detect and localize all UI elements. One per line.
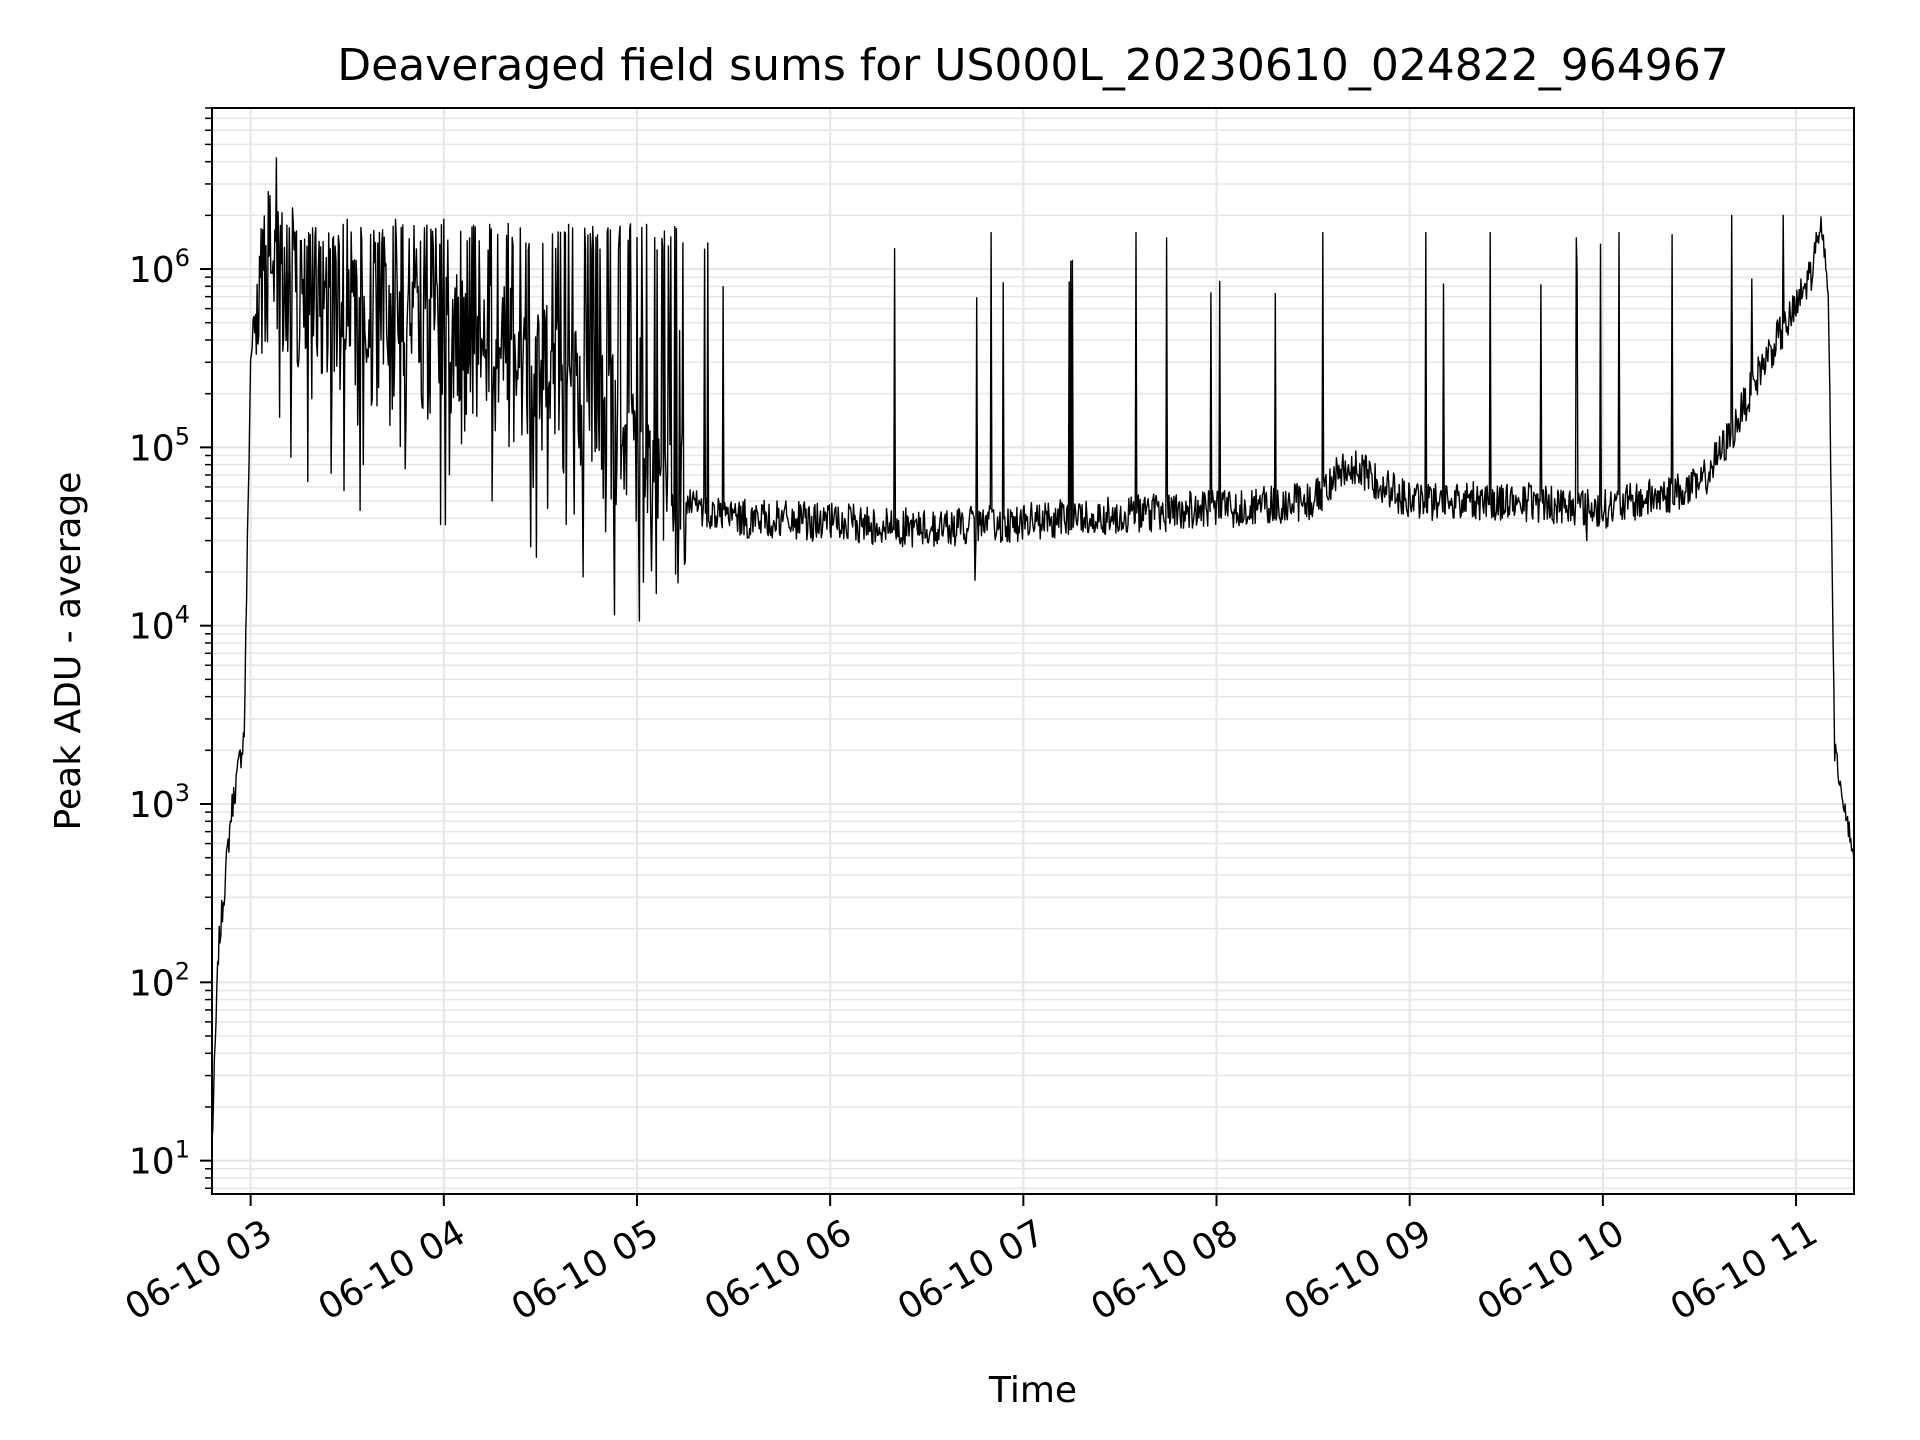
y-axis-label: Peak ADU - average [48,472,89,831]
x-axis-label: Time [988,1370,1077,1411]
series-line [211,157,1855,1144]
y-tick-label: 105 [129,422,190,469]
y-tick-base: 10 [129,785,175,826]
y-tick-label: 104 [129,601,190,648]
y-tick-base: 10 [129,428,175,469]
y-tick-exponent: 1 [175,1136,190,1164]
y-tick-exponent: 6 [175,244,190,272]
y-tick-label: 101 [129,1136,190,1183]
series-line-group [211,157,1855,1144]
minor-gridlines [212,107,1854,1190]
y-tick-exponent: 3 [175,779,190,807]
y-tick-base: 10 [129,963,175,1004]
plot-frame [211,107,1855,1195]
chart-title: Deaveraged field sums for US000L_2023061… [337,40,1729,91]
y-tick-label: 106 [129,244,190,291]
y-tick-label: 102 [129,957,190,1004]
y-tick-base: 10 [129,1142,175,1183]
y-tick-base: 10 [129,607,175,648]
y-tick-label: 103 [129,779,190,826]
y-tick-exponent: 5 [175,422,190,450]
y-tick-exponent: 4 [175,601,190,629]
y-tick-exponent: 2 [175,957,190,985]
y-tick-base: 10 [129,250,175,291]
